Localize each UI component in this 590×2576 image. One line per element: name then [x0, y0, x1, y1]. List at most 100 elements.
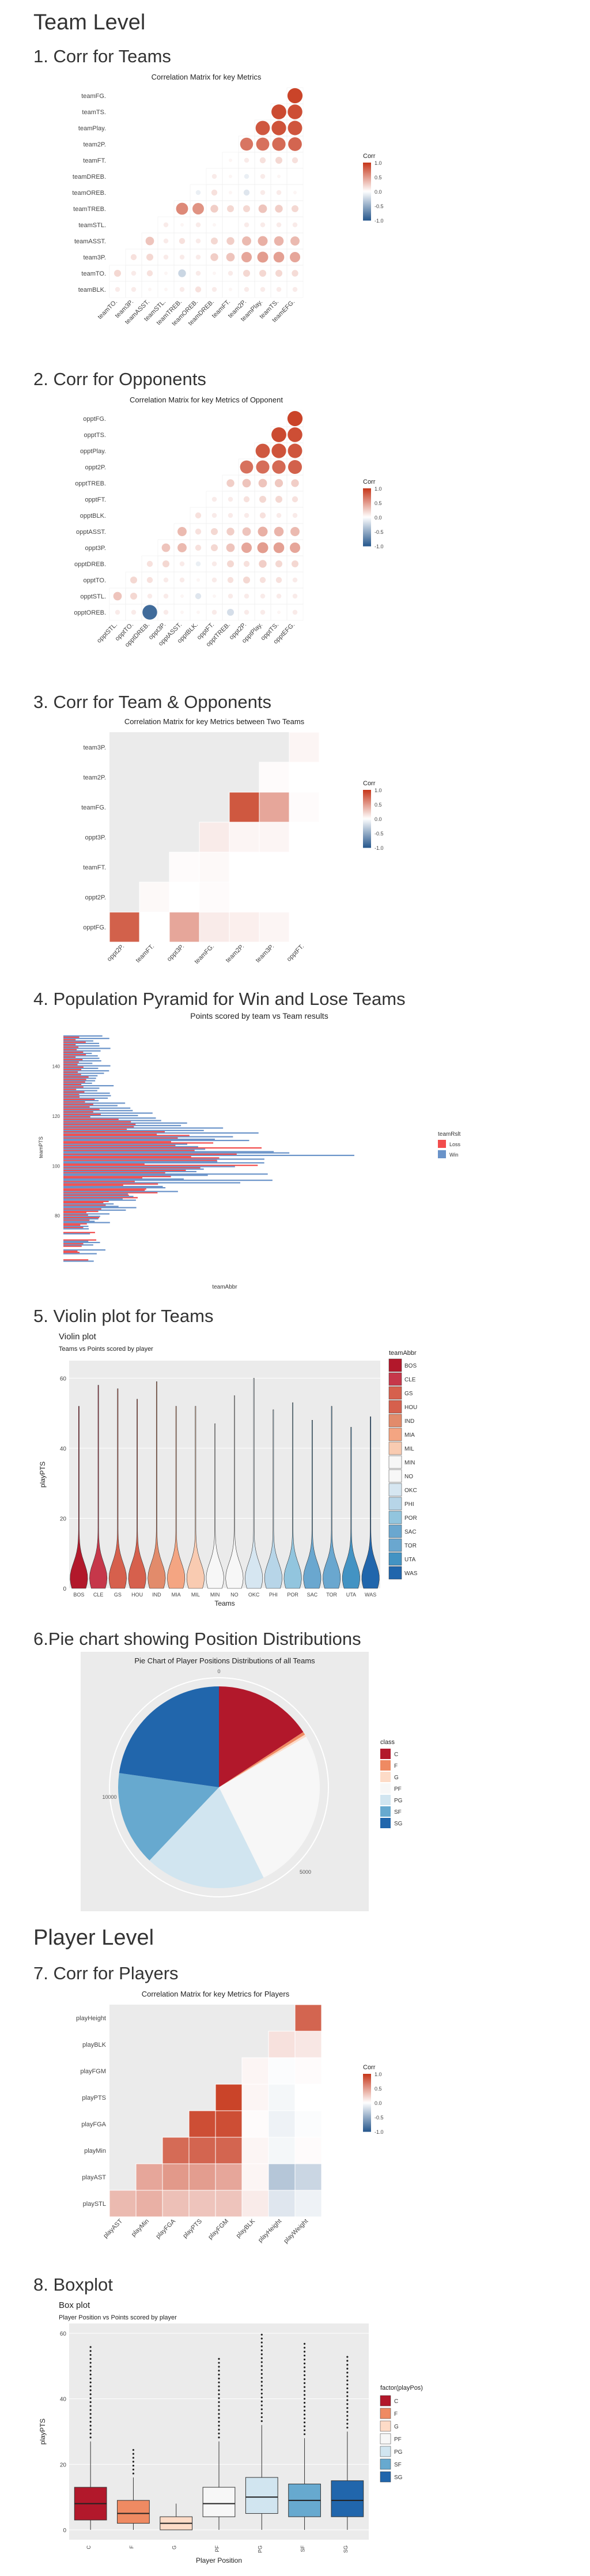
bar — [63, 1158, 264, 1160]
corr-circle — [146, 270, 153, 277]
legend-gradient-step — [363, 191, 371, 193]
corr-tile — [169, 912, 200, 943]
legend-gradient-step — [363, 530, 371, 532]
outlier-point — [260, 2412, 263, 2415]
outlier-point — [303, 2382, 306, 2385]
outlier-point — [89, 2436, 92, 2439]
legend-gradient-step — [363, 828, 371, 830]
chart-title: Pie Chart of Player Positions Distributi… — [134, 1656, 315, 1665]
outlier-point — [303, 2355, 306, 2357]
legend-gradient-step — [363, 529, 371, 530]
outlier-point — [346, 2375, 349, 2378]
row-label: opptTS. — [84, 432, 106, 439]
bar — [63, 1038, 109, 1040]
heading-violin: 5. Violin plot for Teams — [33, 1306, 214, 1326]
legend-label: SG — [394, 2475, 403, 2481]
legend-swatch — [388, 1441, 402, 1455]
legend-swatch — [388, 1358, 402, 1372]
corr-circle — [244, 609, 249, 615]
violin-shape — [283, 1402, 302, 1589]
bar — [63, 1217, 100, 1218]
x-tick-label: UTA — [346, 1592, 356, 1598]
corr-circle — [210, 528, 218, 536]
legend-gradient-step — [363, 190, 371, 192]
col-label: team3P. — [255, 943, 275, 964]
legend-gradient-step — [363, 510, 371, 512]
outlier-point — [218, 2405, 220, 2407]
bar — [63, 1087, 100, 1089]
row-label: opptASST. — [76, 529, 106, 536]
outlier-point — [303, 2386, 306, 2388]
chart-subtitle: Teams vs Points scored by player — [59, 1346, 153, 1353]
bar — [63, 1066, 84, 1068]
violin-shape — [264, 1409, 282, 1589]
bar — [63, 1039, 76, 1041]
legend-gradient-step — [363, 793, 371, 795]
legend-gradient-step — [363, 540, 371, 542]
bar — [63, 1041, 86, 1043]
legend-gradient-step — [363, 209, 371, 210]
corr-tile — [241, 2110, 269, 2138]
bar — [63, 1052, 92, 1054]
corr-circle — [292, 609, 298, 615]
corr-tile — [259, 882, 290, 913]
violin-shape — [206, 1423, 224, 1589]
chart-title: Points scored by team vs Team results — [190, 1012, 328, 1020]
outlier-point — [303, 2421, 306, 2424]
bar — [63, 1093, 110, 1094]
corr-circle — [210, 205, 218, 213]
x-tick-label: BOS — [73, 1592, 84, 1598]
corr-circle — [179, 238, 186, 244]
corr-circle — [163, 238, 169, 244]
bar — [63, 1157, 220, 1159]
corr-tile — [199, 852, 230, 883]
outlier-point — [89, 2413, 92, 2415]
x-tick-label: GS — [114, 1592, 122, 1598]
x-tick-label: SAC — [307, 1592, 318, 1598]
legend-gradient-step — [363, 197, 371, 199]
legend-gradient-step — [363, 839, 371, 841]
legend-gradient-step — [363, 808, 371, 810]
bar — [63, 1112, 153, 1114]
legend-gradient-step — [363, 492, 371, 494]
corr-circle — [272, 460, 286, 474]
legend-gradient-step — [363, 2115, 371, 2117]
corr-circle — [195, 286, 202, 293]
x-tick-label: IND — [152, 1592, 161, 1598]
legend-gradient-step — [363, 2122, 371, 2124]
legend-gradient-step — [363, 536, 371, 537]
corr-circle — [260, 609, 266, 615]
outlier-point — [218, 2362, 220, 2364]
legend-gradient-step — [363, 172, 371, 174]
outlier-point — [303, 2378, 306, 2381]
legend-tick-label: 0.5 — [375, 802, 382, 808]
bar — [63, 1165, 258, 1166]
legend-label: Win — [449, 1152, 459, 1158]
outlier-point — [89, 2424, 92, 2427]
corr-circle — [162, 560, 170, 568]
corr-tile — [289, 792, 320, 823]
row-label: oppt2P. — [85, 464, 106, 471]
corr-circle — [272, 137, 286, 151]
row-label: playMin — [84, 2148, 106, 2155]
corr-circle — [291, 205, 299, 213]
legend-gradient-step — [363, 812, 371, 814]
bar — [63, 1044, 76, 1046]
outlier-point — [303, 2358, 306, 2361]
legend-gradient-step — [363, 216, 371, 217]
outlier-point — [303, 2394, 306, 2396]
bar — [63, 1061, 79, 1063]
outlier-point — [346, 2356, 349, 2358]
col-label: teamTO. — [97, 299, 119, 321]
legend-label: BOS — [404, 1363, 417, 1369]
bar — [63, 1184, 123, 1186]
x-tick-label: MIA — [172, 1592, 181, 1598]
row-label: team2P. — [83, 141, 106, 148]
legend-tick-label: 0.0 — [375, 189, 382, 195]
row-label: teamFT. — [83, 157, 106, 164]
corr-circle — [242, 236, 251, 246]
outlier-point — [89, 2366, 92, 2368]
bar — [63, 1156, 191, 1158]
legend-gradient-step — [363, 816, 371, 818]
bar — [63, 1118, 119, 1120]
